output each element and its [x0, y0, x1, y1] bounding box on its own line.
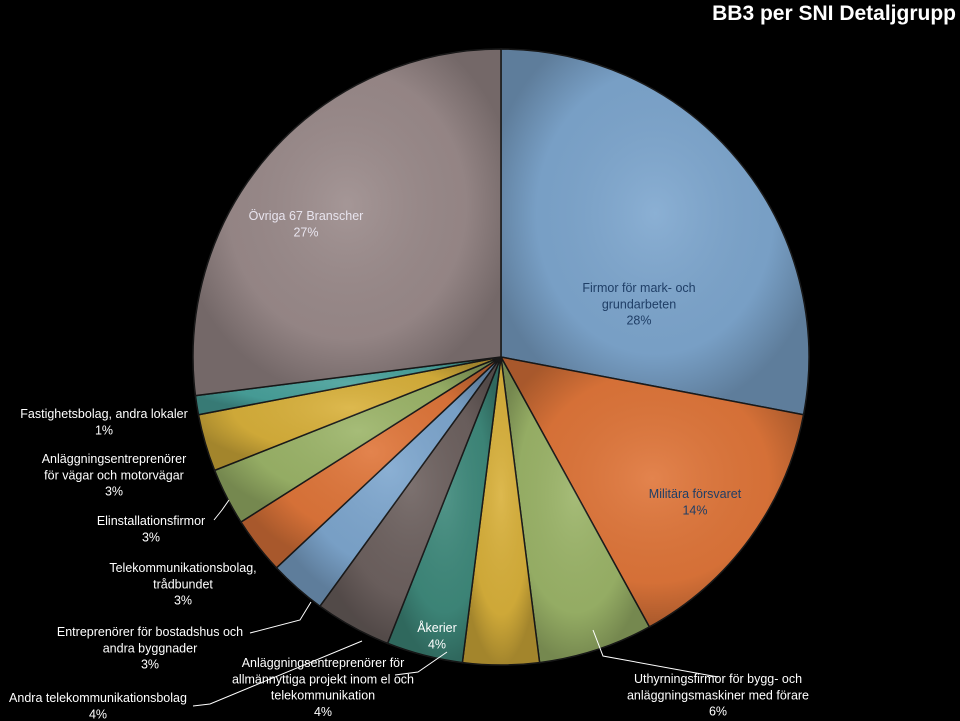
slice-label-9: Elinstallationsfirmor 3%	[97, 514, 205, 544]
slice-label-line: 3%	[105, 485, 123, 499]
slice-label-line: 27%	[293, 225, 318, 239]
slice-label-line: 3%	[174, 594, 192, 608]
slice-label-line: Uthyrningsfirmor för bygg- och	[634, 672, 802, 686]
leader-line-9	[213, 499, 230, 521]
slice-label-line: för vägar och motorvägar	[44, 468, 184, 482]
slice-label-line: Entreprenörer för bostadshus och	[57, 625, 243, 639]
slice-label-2: Militära försvaret 14%	[649, 487, 742, 517]
slice-label-10: Anläggningsentreprenörer för vägar och mo…	[42, 452, 187, 499]
slice-label-4: Anläggningsentreprenörer för allmännyttig…	[232, 656, 414, 719]
slice-label-line: Telekommunikationsbolag,	[109, 561, 256, 575]
slice-label-line: Firmor för mark- och	[582, 281, 695, 295]
slice-label-line: 3%	[142, 530, 160, 544]
slice-label-line: 6%	[709, 705, 727, 719]
slice-label-line: trådbundet	[153, 577, 213, 591]
slice-label-1: Firmor för mark- och grundarbeten 28%	[582, 281, 695, 328]
slice-label-line: anläggningsmaskiner med förare	[627, 688, 809, 702]
slice-label-3: Uthyrningsfirmor för bygg- och anläggning…	[627, 672, 809, 719]
slice-label-line: andra byggnader	[103, 641, 198, 655]
slice-label-line: 28%	[626, 314, 651, 328]
leader-line-3	[592, 629, 719, 678]
slice-label-7: Entreprenörer för bostadshus och andra by…	[57, 625, 243, 672]
slice-label-line: Anläggningsentreprenörer	[42, 452, 187, 466]
pie-slice-shade-6	[319, 357, 501, 644]
leader-line-7	[249, 601, 312, 634]
slice-label-line: allmännyttiga projekt inom el och	[232, 672, 414, 686]
slice-label-line: Elinstallationsfirmor	[97, 514, 205, 528]
slice-label-line: 4%	[89, 707, 107, 721]
slice-label-8: Telekommunikationsbolag, trådbundet 3%	[109, 561, 256, 608]
pie-slice-shade-7	[276, 357, 501, 607]
pie-slice-shade-11	[195, 357, 501, 415]
slice-label-line: Fastighetsbolag, andra lokaler	[20, 407, 187, 421]
pie-slice-shade-1	[501, 49, 809, 415]
slice-label-line: 4%	[314, 705, 332, 719]
slice-label-line: telekommunikation	[271, 689, 375, 703]
pie-slice-shade-8	[240, 357, 501, 568]
slice-label-line: 1%	[95, 423, 113, 437]
slice-label-line: grundarbeten	[602, 297, 676, 311]
pie-slice-shade-2	[501, 357, 804, 627]
pie-slice-shade-9	[214, 357, 501, 523]
leader-line-4	[394, 651, 448, 676]
slice-label-5: Åkerier 4%	[417, 620, 457, 651]
slice-label-line: Övriga 67 Branscher	[249, 209, 364, 223]
slice-label-6: Andra telekommunikationsbolag 4%	[9, 691, 187, 721]
chart-title: BB3 per SNI Detaljgrupp	[712, 2, 956, 25]
slice-label-line: Åkerier	[417, 620, 457, 635]
slice-label-12: Övriga 67 Branscher 27%	[249, 209, 364, 239]
slice-label-line: Andra telekommunikationsbolag	[9, 691, 187, 705]
slice-label-line: 3%	[141, 658, 159, 672]
pie-slice-shade-10	[198, 357, 501, 471]
slice-label-line: Anläggningsentreprenörer för	[242, 656, 405, 670]
slice-label-11: Fastighetsbolag, andra lokaler 1%	[20, 407, 187, 437]
slice-label-line: 4%	[428, 637, 446, 651]
slice-label-line: 14%	[682, 503, 707, 517]
pie-slice-shade-4	[462, 357, 540, 665]
pie-slice-shade-5	[387, 357, 501, 663]
pie-slice-shade-12	[193, 49, 501, 396]
pie-slice-shade-3	[501, 357, 650, 663]
slice-label-line: Militära försvaret	[649, 487, 742, 501]
leader-line-6	[192, 640, 363, 707]
